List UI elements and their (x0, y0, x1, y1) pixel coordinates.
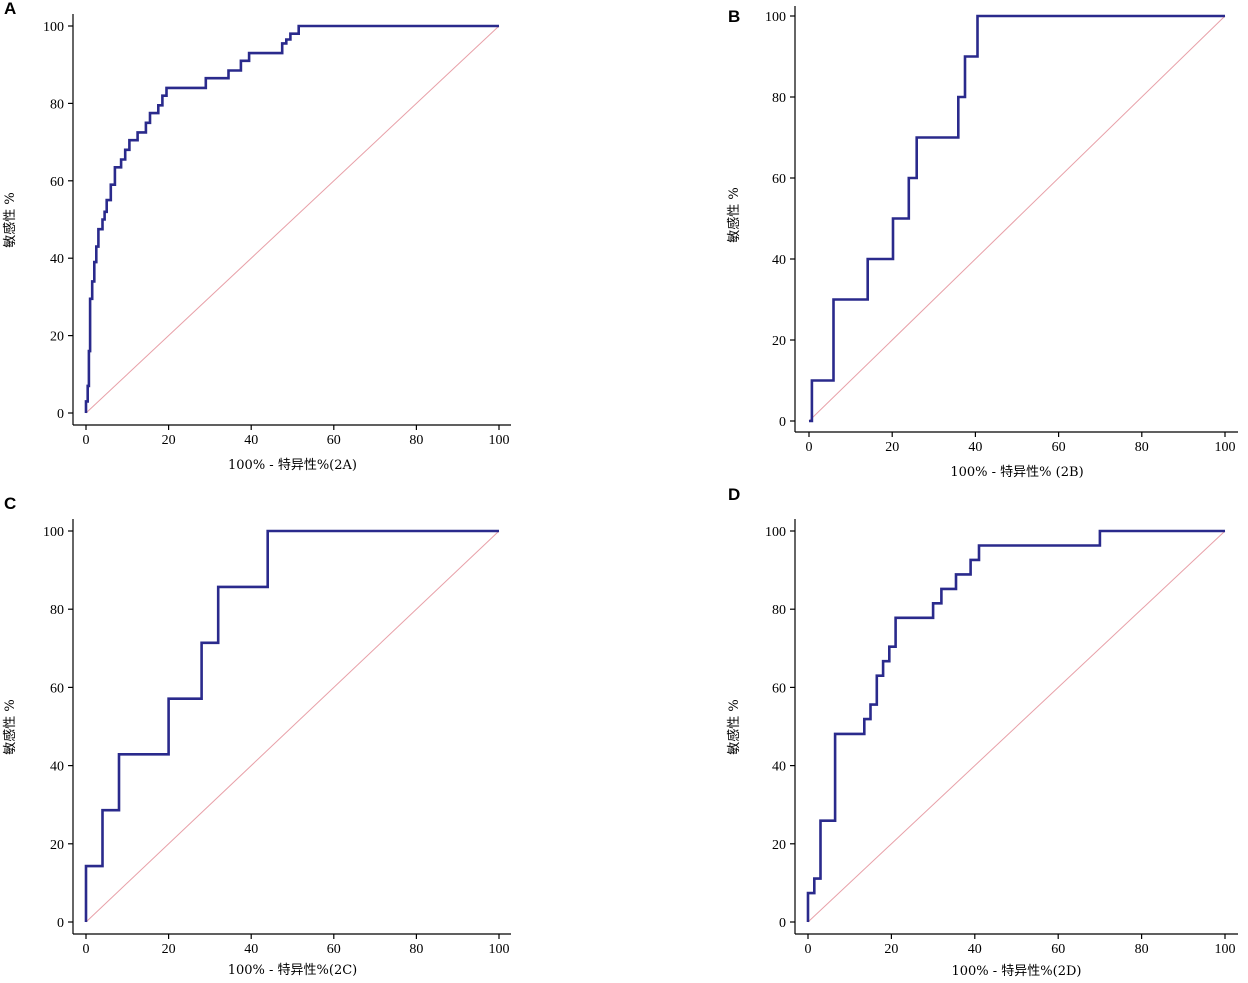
y-tick-label: 60 (50, 681, 64, 696)
y-tick-label: 100 (765, 10, 786, 25)
reference-diagonal-line (807, 530, 1226, 923)
y-tick-label: 100 (43, 525, 64, 540)
x-tick-label: 100 (1215, 942, 1236, 957)
x-tick-label: 80 (409, 433, 423, 448)
y-tick-label: 0 (57, 407, 64, 422)
y-tick-label: 40 (50, 760, 64, 775)
x-tick-label: 40 (968, 440, 982, 455)
x-tick-label: 0 (83, 433, 90, 448)
x-tick-label: 60 (1052, 440, 1066, 455)
y-axis-title: 敏感性 % (2, 192, 18, 248)
x-tick-label: 80 (1135, 942, 1149, 957)
x-axis-title: 100% - 特异性% (2B) (950, 465, 1083, 480)
x-axis-title: 100% - 特异性%(2D) (951, 964, 1081, 979)
y-tick-label: 40 (772, 760, 786, 775)
panel-letter: C (4, 494, 16, 513)
roc-panel-c: C 0 20 40 60 80 100 0 20 40 60 80 100 100% - 特异性%(2C)… (2, 494, 511, 978)
roc-panel-d: D 0 20 40 60 80 100 0 20 40 60 80 100 100% - 特异性%(2D)… (726, 485, 1238, 979)
x-tick-label: 100 (489, 433, 510, 448)
y-tick-label: 80 (50, 603, 64, 618)
y-axis-title: 敏感性 % (2, 699, 18, 755)
y-tick-label: 20 (50, 330, 64, 345)
x-tick-label: 60 (1051, 942, 1065, 957)
panel-letter: D (728, 485, 740, 504)
x-tick-label: 80 (409, 942, 423, 957)
y-tick-label: 80 (772, 91, 786, 106)
roc-curve (809, 14, 1225, 423)
roc-panel-a: A 0 20 40 60 80 100 0 20 40 60 80 100 100% - 特异性%(2A)… (2, 0, 511, 473)
y-tick-label: 100 (43, 20, 64, 35)
y-tick-label: 100 (765, 525, 786, 540)
x-tick-label: 0 (805, 942, 812, 957)
y-tick-label: 40 (50, 252, 64, 267)
x-axis-title: 100% - 特异性%(2A) (228, 458, 357, 473)
x-tick-label: 40 (244, 433, 258, 448)
x-tick-label: 60 (327, 433, 341, 448)
x-tick-label: 80 (1135, 440, 1149, 455)
x-tick-label: 40 (244, 942, 258, 957)
y-tick-label: 0 (779, 916, 786, 931)
y-tick-label: 20 (772, 334, 786, 349)
roc-curve (84, 24, 499, 413)
x-tick-label: 0 (806, 440, 813, 455)
x-tick-label: 20 (885, 440, 899, 455)
y-tick-label: 60 (772, 681, 786, 696)
y-tick-label: 20 (50, 838, 64, 853)
reference-diagonal-line (808, 15, 1226, 422)
x-tick-label: 0 (83, 942, 90, 957)
x-tick-label: 100 (1215, 440, 1236, 455)
panel-letter: B (728, 7, 740, 26)
y-tick-label: 60 (772, 172, 786, 187)
y-tick-label: 0 (779, 415, 786, 430)
x-tick-label: 20 (884, 942, 898, 957)
x-tick-label: 60 (327, 942, 341, 957)
y-axis-title: 敏感性 % (726, 187, 742, 243)
roc-panel-b: B 0 20 40 60 80 100 0 20 40 60 80 100 100% - 特异性% (2B… (726, 6, 1238, 480)
y-tick-label: 20 (772, 838, 786, 853)
y-tick-label: 80 (772, 603, 786, 618)
y-tick-label: 80 (50, 97, 64, 112)
roc-curve (806, 529, 1225, 922)
x-tick-label: 100 (489, 942, 510, 957)
y-axis-title: 敏感性 % (726, 699, 742, 755)
reference-diagonal-line (85, 530, 500, 923)
x-tick-label: 40 (968, 942, 982, 957)
y-tick-label: 40 (772, 253, 786, 268)
x-tick-label: 20 (162, 942, 176, 957)
y-tick-label: 0 (57, 916, 64, 931)
y-tick-label: 60 (50, 175, 64, 190)
x-axis-title: 100% - 特异性%(2C) (228, 963, 358, 978)
panel-letter: A (4, 0, 16, 18)
roc-curve (84, 529, 499, 922)
x-tick-label: 20 (162, 433, 176, 448)
reference-diagonal-line (85, 25, 500, 414)
